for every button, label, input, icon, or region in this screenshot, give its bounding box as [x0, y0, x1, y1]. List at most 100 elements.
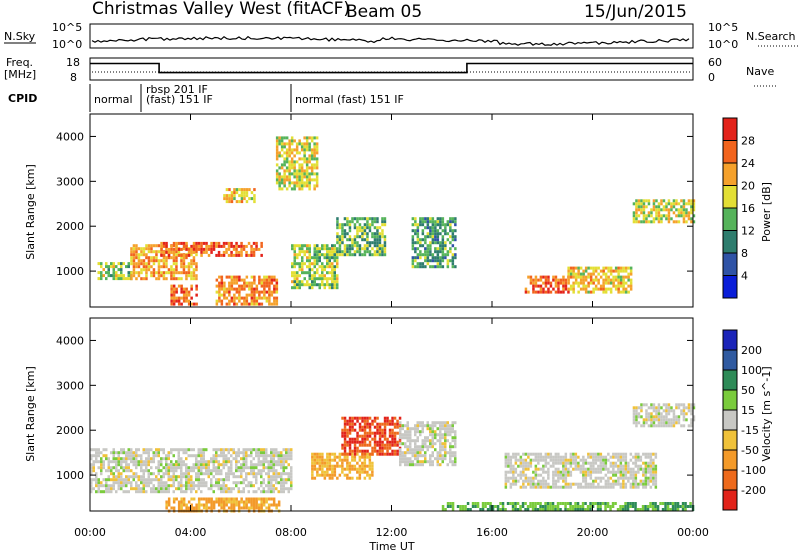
heatmap-cell	[180, 490, 183, 494]
heatmap-cell	[424, 457, 427, 461]
heatmap-cell	[537, 479, 540, 483]
heatmap-cell	[358, 467, 362, 471]
heatmap-cell	[195, 244, 198, 248]
heatmap-cell	[622, 485, 625, 489]
heatmap-cell	[197, 475, 200, 479]
heatmap-cell	[217, 448, 220, 452]
heatmap-cell	[517, 452, 520, 456]
heatmap-cell	[285, 148, 289, 152]
heatmap-cell	[135, 247, 138, 251]
heatmap-cell	[182, 244, 186, 248]
heatmap-cell	[300, 178, 304, 182]
heatmap-cell	[230, 197, 234, 201]
heatmap-cell	[162, 451, 165, 455]
heatmap-cell	[687, 214, 691, 218]
heatmap-cell	[411, 235, 415, 239]
heatmap-cell	[343, 440, 347, 444]
heatmap-cell	[162, 265, 166, 269]
heatmap-cell	[504, 508, 507, 511]
heatmap-cell	[323, 473, 327, 477]
heatmap-cell	[424, 256, 427, 260]
heatmap-cell	[197, 472, 200, 476]
heatmap-cell	[667, 214, 671, 218]
heatmap-cell	[582, 485, 585, 489]
heatmap-cell	[245, 500, 248, 504]
heatmap-cell	[265, 284, 269, 288]
heatmap-cell	[562, 473, 565, 477]
heatmap-cell	[268, 287, 271, 291]
heatmap-cell	[431, 463, 434, 467]
heatmap-cell	[252, 241, 256, 245]
heatmap-cell	[649, 476, 653, 480]
heatmap-cell	[426, 253, 430, 257]
heatmap-cell	[227, 253, 231, 257]
heatmap-cell	[341, 452, 344, 456]
heatmap-cell	[137, 478, 140, 482]
heatmap-cell	[640, 205, 643, 209]
heatmap-cell	[509, 470, 513, 474]
heatmap-cell	[646, 505, 650, 508]
heatmap-cell	[376, 431, 379, 435]
heatmap-cell	[172, 448, 175, 452]
heatmap-cell	[529, 479, 533, 483]
heatmap-cell	[642, 473, 645, 477]
heatmap-cell	[160, 274, 163, 278]
heatmap-cell	[564, 502, 567, 505]
heatmap-cell	[411, 265, 415, 269]
heatmap-cell	[622, 482, 625, 486]
heatmap-cell	[519, 476, 523, 480]
heatmap-cell	[599, 458, 603, 462]
heatmap-cell	[122, 469, 125, 473]
heatmap-cell	[336, 223, 339, 227]
heatmap-cell	[361, 235, 364, 239]
heatmap-cell	[303, 262, 306, 266]
colorbar-tick-label: 20	[741, 180, 755, 193]
heatmap-cell	[336, 455, 339, 459]
heatmap-cell	[612, 470, 615, 474]
heatmap-cell	[609, 272, 613, 276]
heatmap-cell	[308, 277, 311, 281]
heatmap-cell	[637, 455, 640, 459]
heatmap-cell	[416, 265, 420, 269]
heatmap-cell	[449, 442, 452, 446]
heatmap-cell	[235, 241, 238, 245]
heatmap-cell	[265, 497, 268, 501]
heatmap-cell	[461, 508, 465, 511]
heatmap-cell	[160, 478, 163, 482]
heatmap-cell	[434, 256, 437, 260]
heatmap-cell	[376, 253, 379, 257]
heatmap-cell	[267, 484, 270, 488]
heatmap-cell	[267, 497, 271, 501]
heatmap-cell	[634, 461, 638, 465]
heatmap-cell	[225, 247, 228, 251]
heatmap-cell	[368, 473, 372, 477]
heatmap-cell	[228, 275, 231, 279]
heatmap-cell	[120, 457, 123, 461]
heatmap-cell	[120, 475, 123, 479]
heatmap-cell	[660, 220, 663, 224]
heatmap-cell	[105, 478, 108, 482]
heatmap-cell	[574, 502, 577, 505]
heatmap-cell	[451, 244, 455, 248]
heatmap-cell	[303, 148, 306, 152]
heatmap-cell	[262, 503, 266, 507]
heatmap-cell	[162, 244, 166, 248]
heatmap-cell	[290, 457, 293, 461]
heatmap-cell	[290, 475, 293, 479]
heatmap-cell	[411, 229, 415, 233]
heatmap-cell	[157, 460, 160, 464]
heatmap-cell	[137, 454, 140, 458]
heatmap-cell	[125, 469, 128, 473]
heatmap-cell	[429, 454, 432, 458]
heatmap-cell	[262, 490, 265, 494]
heatmap-cell	[303, 157, 306, 161]
heatmap-cell	[386, 440, 389, 444]
freq-label-line1: Freq.	[6, 56, 33, 69]
heatmap-cell	[283, 157, 286, 161]
heatmap-cell	[172, 256, 176, 260]
heatmap-cell	[135, 244, 138, 248]
heatmap-cell	[277, 503, 281, 507]
heatmap-cell	[629, 470, 633, 474]
heatmap-cell	[170, 451, 173, 455]
heatmap-cell	[272, 460, 275, 464]
